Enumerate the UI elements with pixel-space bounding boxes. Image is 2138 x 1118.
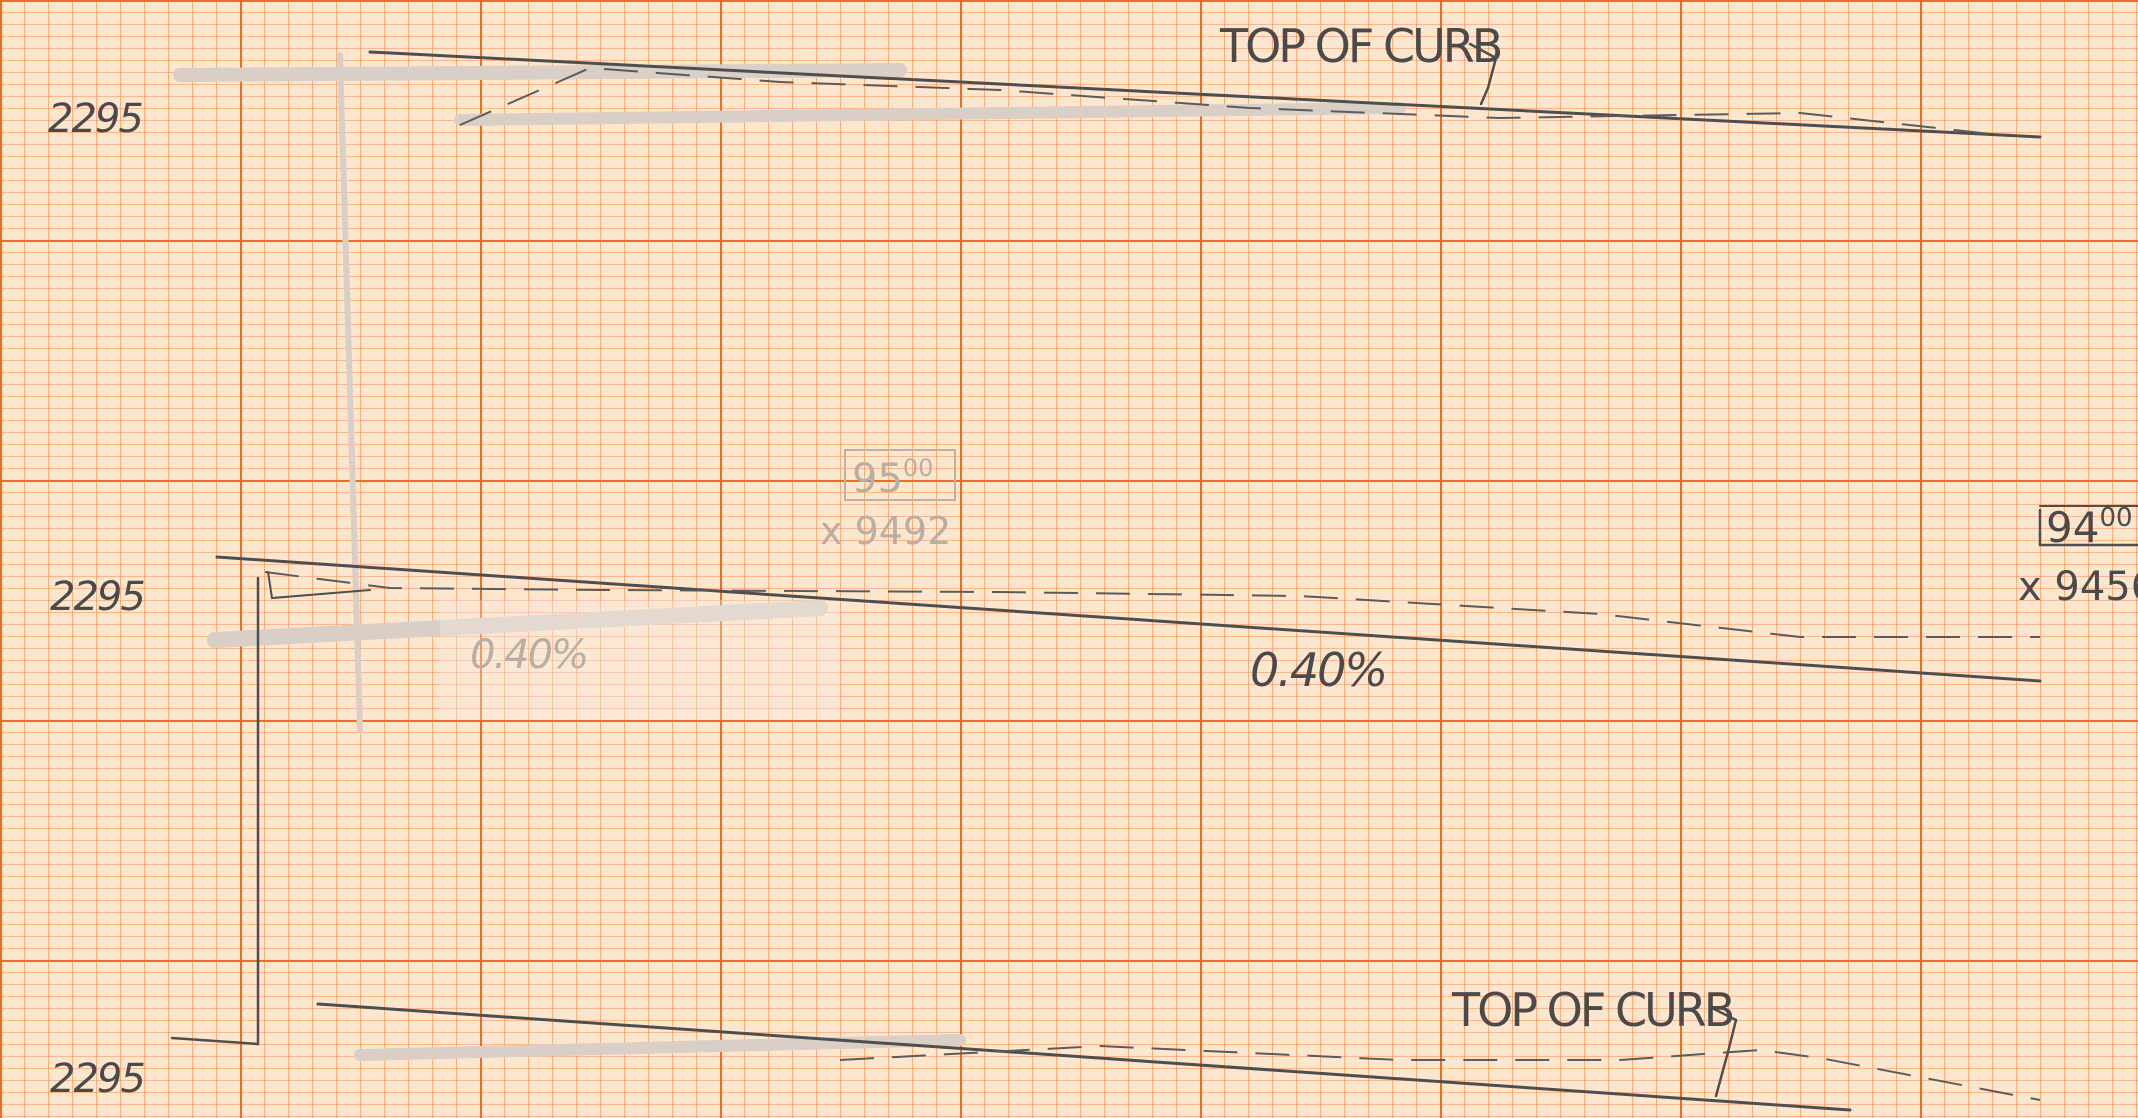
middle-grade-profile bbox=[215, 555, 2042, 683]
elevation-marker-faint: x 9492 bbox=[820, 509, 951, 553]
station-label-faint: 9500 bbox=[852, 454, 933, 502]
station-number-right: 94 bbox=[2046, 503, 2099, 552]
station-label-right: 9400 bbox=[2046, 503, 2133, 552]
top-of-curb-label-bottom: TOP OF CURB bbox=[1451, 983, 1733, 1037]
station-superscript-faint: 00 bbox=[903, 454, 934, 482]
station-box-right bbox=[2038, 505, 2138, 547]
bottom-curb-profile bbox=[316, 1002, 2041, 1112]
erased-construction-lines bbox=[173, 52, 1406, 1061]
elevation-label-top: 2295 bbox=[48, 96, 142, 142]
top-of-curb-label-top: TOP OF CURB bbox=[1219, 19, 1501, 73]
grade-label: 0.40% bbox=[1250, 643, 1386, 697]
station-number-faint: 95 bbox=[852, 456, 903, 502]
elevation-label-bottom: 2295 bbox=[50, 1056, 144, 1102]
grade-label-faint: 0.40% bbox=[470, 632, 587, 678]
elevation-label-middle: 2295 bbox=[50, 574, 144, 620]
top-curb-profile bbox=[368, 42, 2042, 139]
station-box-faint bbox=[844, 449, 956, 501]
left-vertical-line bbox=[170, 576, 260, 1046]
station-superscript-right: 00 bbox=[2099, 503, 2132, 533]
elevation-marker-right: x 9456 bbox=[2018, 564, 2138, 610]
